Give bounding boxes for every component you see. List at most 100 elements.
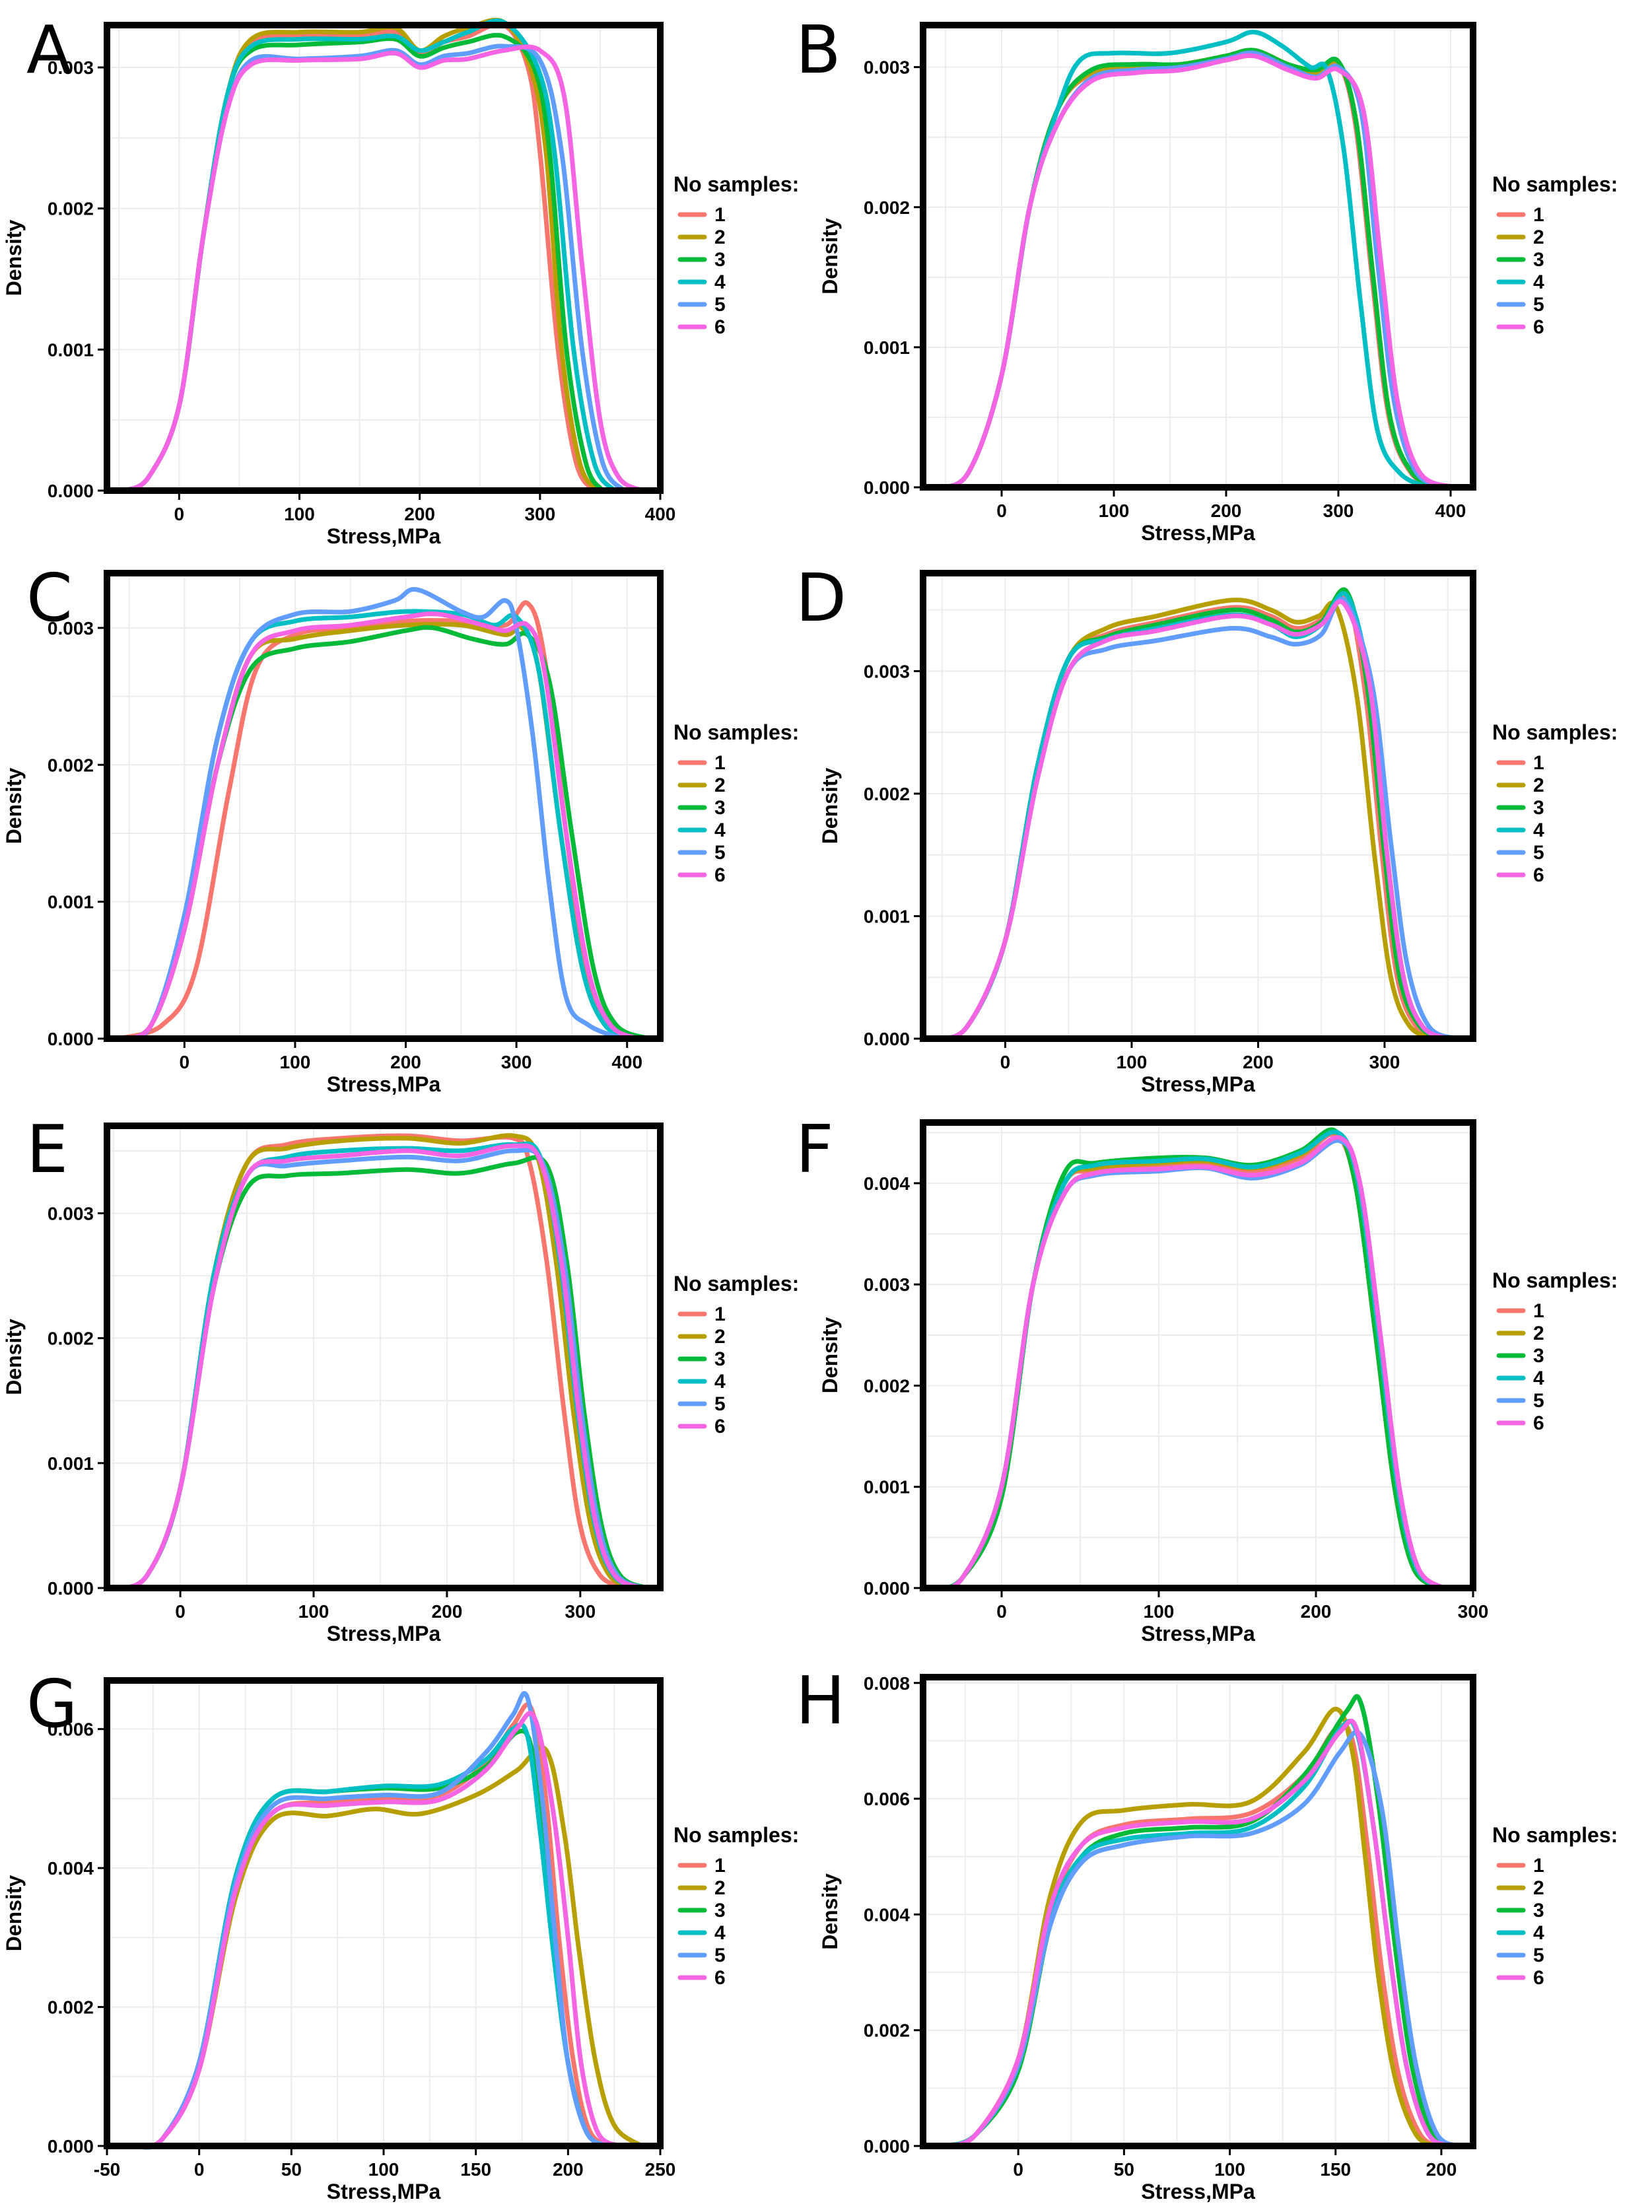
plot-frame (104, 570, 664, 1042)
legend-label: 2 (714, 1877, 726, 1899)
series-group (116, 587, 652, 1041)
y-tick-label: 0.001 (48, 1453, 94, 1474)
legend-label: 5 (714, 842, 726, 864)
grid (107, 573, 660, 1039)
x-tick-label: 100 (368, 2159, 399, 2180)
x-tick-label: 200 (432, 1601, 463, 1622)
y-tick-label: 0.003 (48, 1203, 94, 1224)
series-line-6 (122, 44, 645, 493)
legend-label: 3 (714, 1348, 726, 1370)
y-axis-title: Density (2, 1875, 26, 1952)
legend-label: 4 (1533, 271, 1544, 293)
legend-label: 4 (1533, 819, 1544, 841)
x-tick-label: 100 (1117, 1052, 1148, 1072)
series-line-6 (111, 1143, 644, 1591)
panel-h: H 0 50 100 150 200 0.000 0.002 0.004 0.006 0.008 St… (796, 1662, 1618, 2203)
legend-label: 4 (714, 271, 726, 293)
y-axis-title: Density (818, 1317, 842, 1394)
legend-label: 1 (714, 1303, 726, 1325)
y-tick-label: 0.000 (48, 481, 94, 501)
legend-label: 1 (1533, 1855, 1544, 1877)
series-line-1 (132, 1702, 617, 2150)
legend-label: 5 (1533, 1390, 1544, 1412)
y-tick-label: 0.006 (48, 1719, 94, 1740)
series-line-3 (122, 32, 605, 493)
x-axis-title: Stress,MPa (1141, 2180, 1255, 2203)
y-tick-label: 0.006 (864, 1789, 910, 1809)
x-tick-label: 200 (553, 2159, 584, 2180)
series-line-5 (116, 587, 624, 1041)
x-tick-label: 50 (1114, 2159, 1134, 2180)
x-tick-label: 100 (1214, 2159, 1245, 2180)
y-tick-label: 0.000 (48, 1029, 94, 1049)
x-tick-label: 200 (404, 504, 435, 524)
legend-label: 1 (714, 204, 726, 226)
x-tick-label: 150 (1320, 2159, 1351, 2180)
y-tick-label: 0.004 (48, 1858, 94, 1879)
legend-label: 5 (1533, 842, 1544, 864)
legend-label: 1 (1533, 204, 1544, 226)
legend-label: 1 (1533, 752, 1544, 774)
x-tick-label: 150 (460, 2159, 491, 2180)
x-tick-label: 400 (611, 1052, 642, 1072)
y-tick-label: 0.001 (864, 906, 910, 926)
legend-title: No samples: (1492, 1268, 1618, 1292)
x-tick-label: 400 (645, 504, 676, 524)
x-tick-label: 200 (1301, 1601, 1332, 1622)
series-line-6 (942, 1718, 1455, 2149)
series-line-2 (132, 1745, 644, 2149)
plot-frame (920, 1119, 1476, 1591)
legend-label: 4 (1533, 1922, 1544, 1944)
legend-label: 4 (714, 819, 726, 841)
series-group (122, 17, 645, 493)
y-tick-label: 0.003 (48, 618, 94, 639)
series-line-5 (942, 1729, 1465, 2149)
legend-label: 6 (1533, 1412, 1544, 1434)
series-line-6 (932, 53, 1459, 490)
series-line-6 (933, 599, 1451, 1041)
legend-label: 6 (1533, 864, 1544, 886)
legend-title: No samples: (1492, 720, 1618, 744)
y-tick-label: 0.000 (48, 1578, 94, 1599)
series-group (933, 587, 1461, 1041)
legend-label: 2 (1533, 1323, 1544, 1344)
y-tick-label: 0.000 (864, 1029, 910, 1049)
panel-letter: F (796, 1111, 834, 1188)
y-tick-label: 0.001 (864, 1477, 910, 1498)
x-axis-title: Stress,MPa (327, 1072, 441, 1096)
panel-letter: B (796, 11, 841, 88)
series-line-3 (942, 1694, 1461, 2149)
panel-letter: G (26, 1665, 78, 1743)
x-tick-label: 50 (281, 2159, 302, 2180)
panel-e: E 0 100 200 300 0.000 0.001 0.002 0.003 Stress,MP… (2, 1111, 799, 1645)
y-tick-label: 0.002 (864, 197, 910, 218)
legend-label: 3 (714, 797, 726, 819)
y-axis-title: Density (818, 768, 842, 845)
y-tick-label: 0.000 (864, 477, 910, 498)
legend-label: 6 (1533, 316, 1544, 338)
series-group (932, 30, 1459, 490)
panel-g: G -50 0 50 100 150 200 250 0.000 0.002 0.004 0.006 S… (2, 1665, 799, 2203)
x-tick-label: 300 (501, 1052, 532, 1072)
series-group (942, 1694, 1465, 2149)
panel-c: C 0 100 200 300 400 0.000 0.001 0.002 0.003 Stress… (2, 559, 799, 1096)
legend-label: 1 (714, 752, 726, 774)
series-line-6 (132, 1711, 622, 2149)
x-tick-label: 200 (1243, 1052, 1274, 1072)
x-tick-label: 300 (524, 504, 555, 524)
legend-label: 5 (714, 294, 726, 316)
x-tick-label: 0 (996, 501, 1007, 521)
x-tick-label: 0 (175, 1601, 186, 1622)
panel-letter: D (796, 559, 846, 637)
x-tick-label: -50 (94, 2159, 120, 2180)
x-tick-label: 300 (1323, 501, 1354, 521)
x-tick-label: 300 (1458, 1601, 1489, 1622)
y-tick-label: 0.003 (864, 57, 910, 78)
plot-frame (104, 1123, 664, 1591)
y-tick-label: 0.001 (48, 892, 94, 913)
legend-label: 3 (714, 1900, 726, 1921)
series-line-4 (111, 1141, 643, 1591)
